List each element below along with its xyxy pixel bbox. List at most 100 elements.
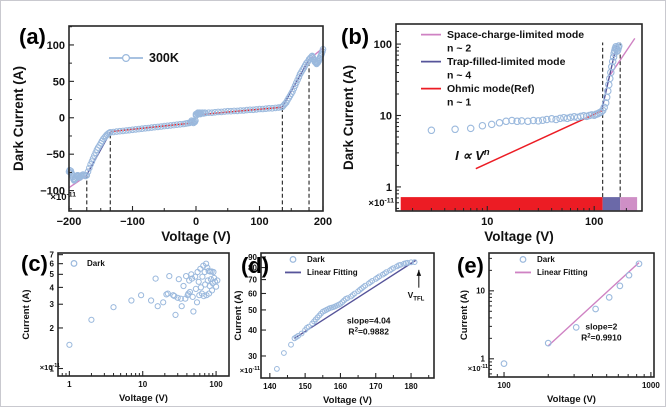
panel-e-legend: Dark Linear Fitting: [515, 255, 588, 277]
x-axis-label: Voltage (V): [484, 229, 554, 244]
panel-d: 140 150 160 170 180 30 40 50 60 70 80 90 Voltage (V)…: [229, 245, 457, 406]
y-axis-label: Dark Current (A): [11, 66, 26, 171]
panel-b-label: (b): [341, 24, 370, 49]
svg-text:50: 50: [53, 76, 65, 88]
y-axis-label: Current (A): [233, 290, 244, 340]
svg-text:150: 150: [298, 382, 312, 391]
panel-b: 10 100 1 10 100 Voltage (V) Dark Current (A) ×1…: [337, 1, 665, 245]
svg-text:50: 50: [248, 306, 257, 315]
panel-d-legend: Dark Linear Fitting: [285, 255, 358, 277]
panel-a-label: (a): [19, 24, 46, 49]
regime-band: [400, 197, 603, 211]
svg-text:1: 1: [481, 355, 486, 364]
svg-text:Linear Fitting: Linear Fitting: [307, 268, 358, 277]
axes-box: [488, 252, 655, 378]
axis-offset-label: ×10-11: [468, 364, 488, 373]
axis-offset-label: ×10-11: [50, 191, 76, 203]
svg-text:n ~ 1: n ~ 1: [447, 97, 471, 109]
annotation: R2=0.9882: [348, 326, 389, 336]
svg-text:1: 1: [67, 380, 72, 389]
svg-text:n ~ 2: n ~ 2: [447, 43, 471, 55]
svg-text:Dark: Dark: [537, 255, 555, 264]
panel-d-chart: 140 150 160 170 180 30 40 50 60 70 80 90 Voltage (V)…: [229, 245, 457, 406]
scatter-series-dark-300K: [65, 46, 327, 184]
svg-text:Space-charge-limited mode: Space-charge-limited mode: [447, 29, 584, 41]
svg-text:Trap-filled-limited mode: Trap-filled-limited mode: [447, 56, 566, 68]
axis-offset-label: ×10-11: [368, 197, 394, 209]
x-axis-label: Voltage (V): [547, 394, 596, 405]
fit-line: [475, 109, 604, 170]
panel-a-svg: −200 −100 0 100 200 −100 −50 0 50 100 Voltage (V) D…: [11, 25, 332, 244]
svg-text:140: 140: [263, 382, 277, 391]
svg-text:5: 5: [50, 270, 55, 279]
annotation: slope=4.04: [347, 316, 391, 326]
panel-b-legend: Space-charge-limited mode n ~ 2Trap-fille…: [421, 29, 584, 109]
svg-text:100: 100: [497, 381, 511, 390]
svg-text:10: 10: [476, 287, 485, 296]
axis-offset-label: ×10-11: [40, 363, 60, 372]
panel-c-chart: 1 10 100 1 2 3 4 5 6 7 Voltage (V) Current (A) ×10-1…: [3, 245, 239, 406]
svg-text:7: 7: [50, 251, 55, 260]
scatter-series-dark: [274, 259, 418, 372]
svg-text:10: 10: [380, 110, 392, 122]
fit-line: [547, 262, 640, 347]
fit-line: [294, 259, 417, 339]
panel-e: 100 1000 1 10 Voltage (V) Current (A) ×10-11 Da…: [455, 245, 665, 406]
axes-box: [57, 252, 230, 377]
svg-text:100: 100: [250, 216, 268, 228]
annotation: slope=2: [585, 321, 617, 331]
svg-text:100: 100: [209, 380, 223, 389]
svg-text:60: 60: [248, 289, 257, 298]
panel-d-label: (d): [241, 253, 270, 278]
svg-text:1: 1: [50, 364, 55, 373]
regime-band: [620, 197, 638, 211]
svg-text:30: 30: [248, 352, 257, 361]
axes-box: [395, 23, 643, 212]
y-axis-label: Current (A): [21, 289, 32, 339]
panel-a: −200 −100 0 100 200 −100 −50 0 50 100 Voltage (V) D…: [5, 1, 335, 245]
svg-text:−200: −200: [57, 216, 82, 228]
panel-c-legend: Dark: [70, 259, 105, 268]
svg-text:100: 100: [585, 216, 603, 228]
svg-text:170: 170: [369, 382, 383, 391]
svg-text:300K: 300K: [149, 51, 179, 65]
panel-e-chart: 100 1000 1 10 Voltage (V) Current (A) ×10-11 Da…: [455, 245, 665, 406]
svg-text:180: 180: [404, 382, 418, 391]
svg-text:Dark: Dark: [87, 259, 105, 268]
x-axis-label: Voltage (V): [323, 395, 372, 406]
svg-text:0: 0: [193, 216, 199, 228]
x-axis-label: Voltage (V): [161, 229, 231, 244]
svg-text:3: 3: [50, 300, 55, 309]
scatter-series-dark: [427, 42, 623, 135]
svg-text:6: 6: [50, 260, 55, 269]
scatter-series-dark: [500, 260, 643, 367]
panel-e-label: (e): [457, 253, 484, 278]
svg-text:10: 10: [481, 216, 493, 228]
svg-text:−50: −50: [46, 149, 65, 161]
axis-offset-label: ×10-11: [240, 366, 260, 375]
svg-text:n ~ 4: n ~ 4: [447, 70, 471, 82]
panel-e-svg: 100 1000 1 10 Voltage (V) Current (A) ×10-11 Da…: [459, 252, 660, 405]
panel-a-chart: −200 −100 0 100 200 −100 −50 0 50 100 Voltage (V) D…: [5, 1, 335, 245]
panel-c-svg: 1 10 100 1 2 3 4 567 Voltage (V) Current (A) ×10-1…: [21, 251, 230, 404]
svg-text:10: 10: [138, 380, 147, 389]
annotation: R2=0.9910: [581, 332, 622, 342]
panel-b-svg: 10 100 1 10 100 Voltage (V) Dark Current (A) ×1…: [341, 23, 643, 244]
svg-text:200: 200: [314, 216, 332, 228]
regime-band: [602, 197, 621, 211]
panel-c-label: (c): [21, 251, 48, 276]
panel-a-legend: 300K: [109, 51, 179, 65]
axes-box: [260, 252, 435, 379]
svg-text:2: 2: [50, 324, 55, 333]
svg-text:70: 70: [248, 275, 257, 284]
svg-text:−100: −100: [120, 216, 145, 228]
x-axis-label: Voltage (V): [119, 393, 168, 404]
svg-text:100: 100: [47, 40, 65, 52]
svg-text:1000: 1000: [642, 381, 660, 390]
annotation: VTFL: [408, 290, 425, 302]
svg-text:Linear Fitting: Linear Fitting: [537, 268, 588, 277]
svg-text:40: 40: [248, 326, 257, 335]
svg-text:Dark: Dark: [307, 255, 325, 264]
